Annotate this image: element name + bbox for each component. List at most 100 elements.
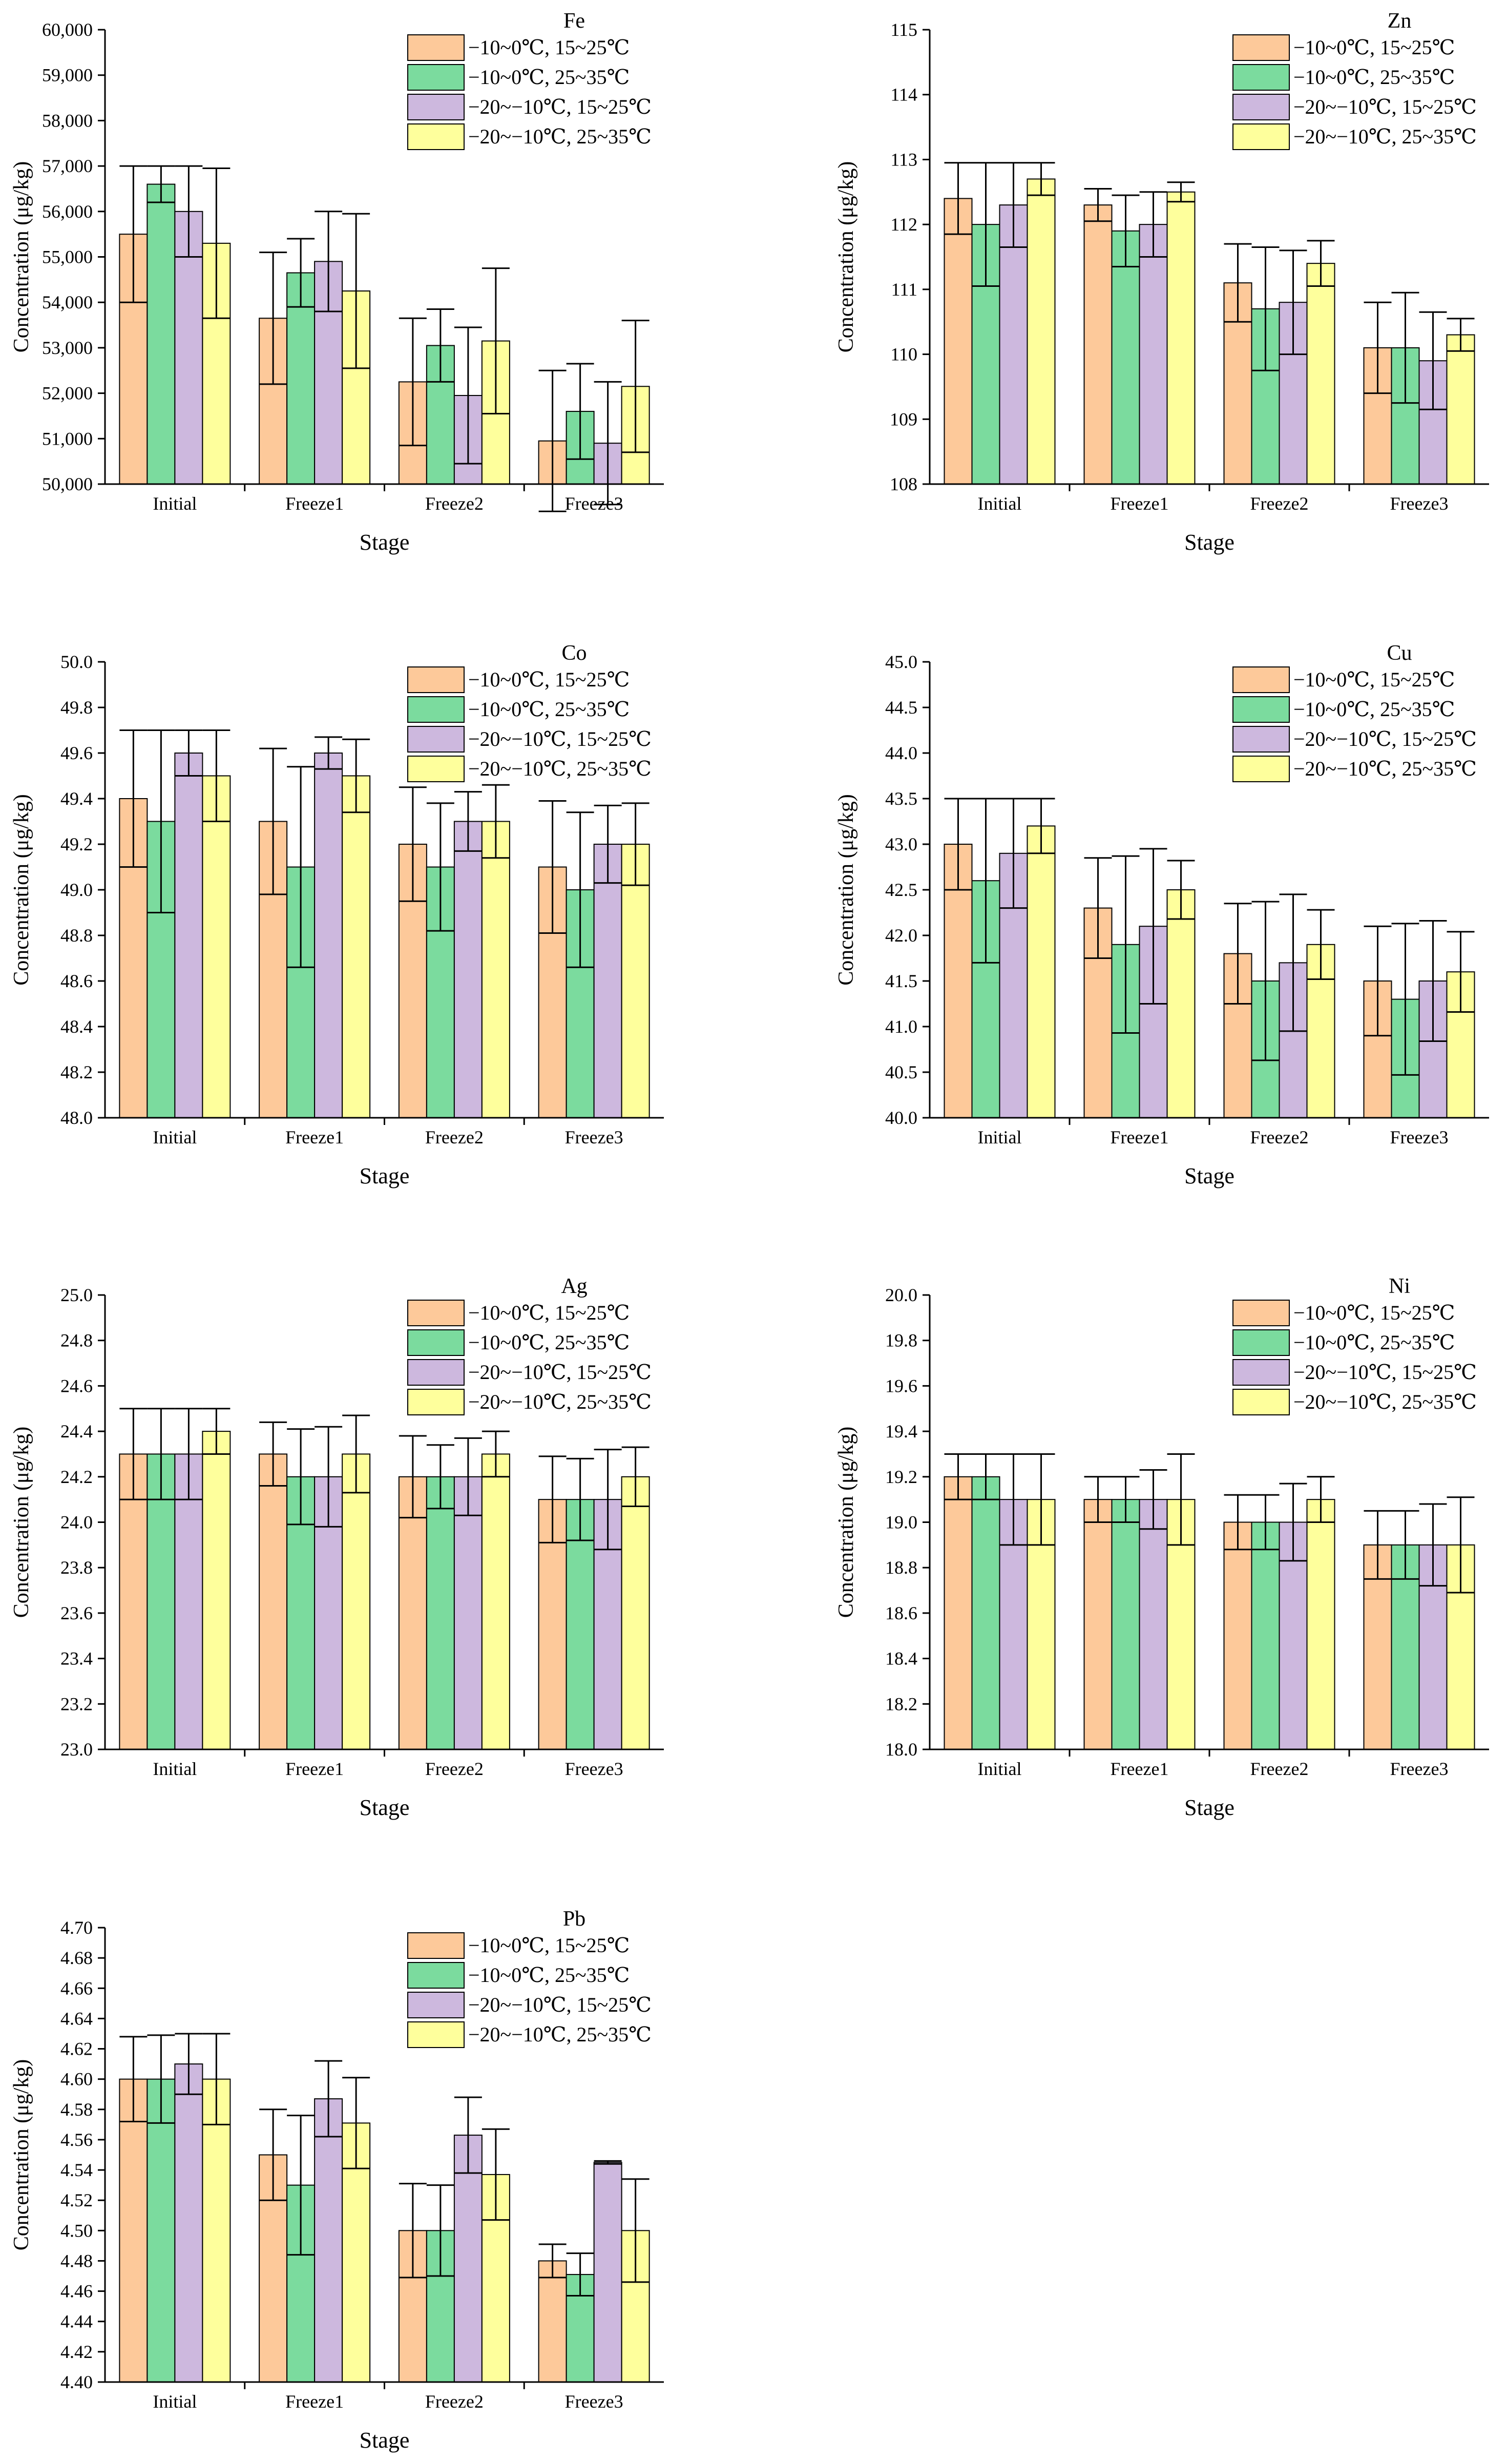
x-axis-title: Stage — [1184, 1163, 1234, 1188]
bar — [1083, 204, 1113, 485]
x-tick-label: Freeze1 — [1111, 493, 1169, 514]
y-tick-label: 49.4 — [60, 788, 93, 809]
legend-swatch — [407, 1962, 465, 1989]
chart-title: Ni — [1389, 1275, 1410, 1298]
legend-label: −10~0℃, 25~35℃ — [1293, 1331, 1455, 1354]
y-tick-label: 115 — [890, 19, 917, 40]
legend-label: −20~−10℃, 25~35℃ — [468, 757, 652, 780]
y-tick-label: 114 — [890, 85, 917, 105]
y-tick-label: 4.40 — [60, 2372, 93, 2392]
bar — [1139, 224, 1168, 485]
y-tick-label: 58,000 — [42, 110, 93, 131]
bar — [146, 2078, 176, 2383]
bar — [453, 821, 483, 1118]
y-tick-label: 110 — [890, 344, 917, 365]
y-tick-label: 55,000 — [42, 247, 93, 267]
x-tick-label: Initial — [153, 1127, 197, 1147]
legend: −10~0℃, 15~25℃ −10~0℃, 25~35℃ −20~−10℃, 15… — [407, 1932, 652, 2048]
y-tick-label: 49.0 — [60, 880, 93, 900]
legend-label: −10~0℃, 25~35℃ — [1293, 698, 1455, 721]
bar — [944, 1476, 973, 1750]
y-axis-title: Concentration (μg/kg) — [10, 161, 33, 353]
y-tick-label: 4.60 — [60, 2069, 93, 2090]
chart-ni: 18.0 18.2 18.4 18.6 18.8 19.0 19.2 19.4 19.6 19.8… — [834, 1275, 1489, 1820]
y-tick-label: 111 — [891, 279, 917, 300]
bar — [944, 198, 973, 485]
legend-swatch — [407, 1359, 465, 1386]
y-tick-label: 56,000 — [42, 201, 93, 222]
chart-ag: 23.0 23.2 23.4 23.6 23.8 24.0 24.2 24.4 24.6 24.8… — [10, 1275, 664, 1820]
legend-label: −10~0℃, 25~35℃ — [468, 66, 630, 89]
y-tick-label: 4.44 — [60, 2311, 93, 2332]
bar — [1166, 191, 1196, 485]
y-tick-label: 59,000 — [42, 65, 93, 86]
y-tick-label: 54,000 — [42, 292, 93, 312]
legend-label: −10~0℃, 15~25℃ — [468, 668, 630, 691]
y-tick-label: 4.54 — [60, 2160, 93, 2180]
bar — [999, 204, 1028, 485]
legend-label: −10~0℃, 15~25℃ — [1293, 1301, 1455, 1324]
chart-title: Pb — [563, 1907, 585, 1931]
x-tick-label: Freeze3 — [1390, 1127, 1449, 1147]
x-axis-title: Stage — [360, 1795, 410, 1820]
legend-label: −10~0℃, 15~25℃ — [1293, 668, 1455, 691]
chart-title: Fe — [563, 9, 585, 33]
y-tick-label: 43.0 — [885, 834, 917, 854]
x-tick-label: Freeze1 — [285, 1759, 344, 1779]
legend-swatch — [1232, 1329, 1290, 1356]
legend-label: −20~−10℃, 15~25℃ — [468, 1361, 652, 1384]
legend: −10~0℃, 15~25℃ −10~0℃, 25~35℃ −20~−10℃, 15… — [407, 666, 652, 782]
legend-label: −10~0℃, 15~25℃ — [1293, 36, 1455, 59]
bar — [202, 775, 231, 1118]
y-tick-label: 4.70 — [60, 1917, 93, 1938]
legend-swatch — [407, 34, 465, 61]
legend-swatch — [407, 1300, 465, 1326]
x-tick-label: Freeze3 — [1390, 1759, 1449, 1779]
bar — [314, 2098, 343, 2383]
bar — [1251, 308, 1280, 485]
bar — [174, 753, 203, 1118]
y-tick-label: 48.2 — [60, 1062, 93, 1082]
legend: −10~0℃, 15~25℃ −10~0℃, 25~35℃ −20~−10℃, 15… — [1232, 1300, 1477, 1415]
x-tick-label: Freeze3 — [565, 2391, 623, 2412]
legend-swatch — [407, 696, 465, 723]
legend-swatch — [1232, 34, 1290, 61]
bar — [1223, 1521, 1252, 1750]
bar — [426, 2230, 455, 2383]
bar — [1251, 1521, 1280, 1750]
x-tick-label: Freeze3 — [1390, 493, 1449, 514]
x-tick-label: Freeze1 — [1111, 1127, 1169, 1147]
y-tick-label: 4.48 — [60, 2250, 93, 2271]
y-tick-label: 23.6 — [60, 1603, 93, 1623]
x-axis-title: Stage — [360, 530, 410, 555]
x-tick-label: Initial — [978, 1127, 1022, 1147]
legend-swatch — [1232, 1300, 1290, 1326]
y-tick-label: 4.46 — [60, 2281, 93, 2302]
legend: −10~0℃, 15~25℃ −10~0℃, 25~35℃ −20~−10℃, 15… — [407, 34, 652, 150]
y-tick-label: 4.62 — [60, 2039, 93, 2059]
y-tick-label: 23.0 — [60, 1739, 93, 1760]
x-tick-label: Initial — [978, 493, 1022, 514]
legend-label: −10~0℃, 25~35℃ — [468, 1964, 630, 1987]
legend-label: −20~−10℃, 15~25℃ — [1293, 1361, 1477, 1384]
legend-label: −10~0℃, 25~35℃ — [1293, 66, 1455, 89]
legend: −10~0℃, 15~25℃ −10~0℃, 25~35℃ −20~−10℃, 15… — [407, 1300, 652, 1415]
y-tick-label: 40.5 — [885, 1062, 917, 1082]
x-tick-label: Freeze2 — [1250, 493, 1309, 514]
legend-label: −20~−10℃, 25~35℃ — [1293, 757, 1477, 780]
bar — [593, 2162, 622, 2383]
legend-swatch — [1232, 123, 1290, 150]
y-tick-label: 23.2 — [60, 1694, 93, 1714]
legend-swatch — [1232, 1359, 1290, 1386]
legend-label: −20~−10℃, 15~25℃ — [468, 1993, 652, 2016]
legend-label: −20~−10℃, 25~35℃ — [1293, 1390, 1477, 1413]
bar — [1166, 889, 1196, 1118]
chart-zn: 108 109 110 111 112 113 114 115 Initial Freeze1 Fr… — [834, 9, 1489, 555]
bar — [593, 844, 622, 1118]
y-tick-label: 49.2 — [60, 834, 93, 854]
chart-cu: 40.0 40.5 41.0 41.5 42.0 42.5 43.0 43.5 44.0 44.5… — [834, 641, 1489, 1188]
bar — [1027, 178, 1056, 485]
x-axis-title: Stage — [360, 1163, 410, 1188]
bar — [342, 775, 371, 1118]
y-tick-label: 4.66 — [60, 1978, 93, 1998]
